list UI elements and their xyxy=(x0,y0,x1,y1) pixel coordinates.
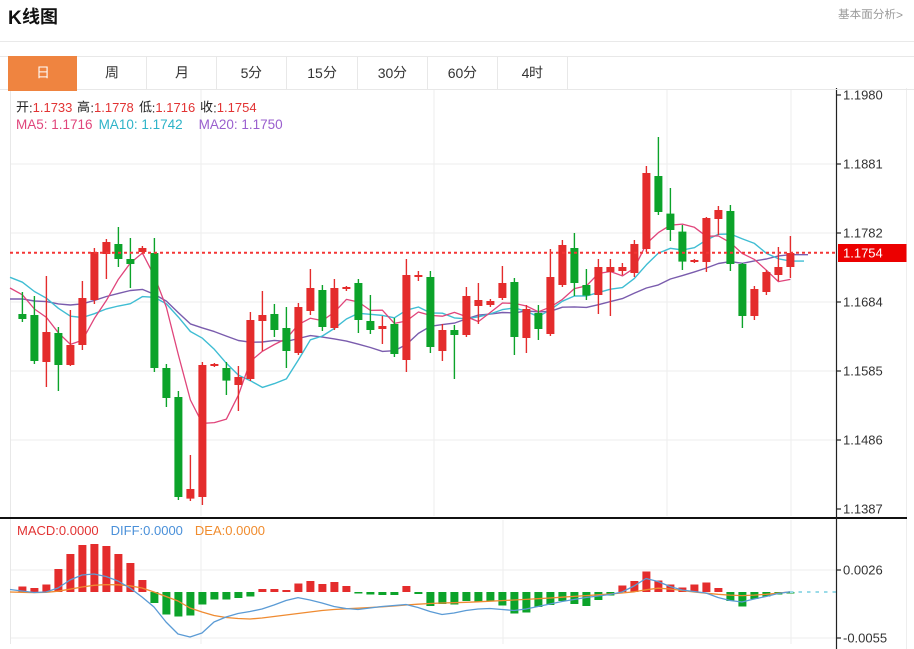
svg-text:-0.0055: -0.0055 xyxy=(843,631,887,646)
svg-text:1.1754: 1.1754 xyxy=(843,246,883,261)
svg-text:1.1782: 1.1782 xyxy=(843,226,883,241)
svg-text:0.0026: 0.0026 xyxy=(843,563,883,578)
svg-text:1.1387: 1.1387 xyxy=(843,502,883,517)
svg-text:1.1684: 1.1684 xyxy=(843,295,883,310)
svg-text:1.1881: 1.1881 xyxy=(843,157,883,172)
svg-text:1.1585: 1.1585 xyxy=(843,364,883,379)
svg-text:1.1486: 1.1486 xyxy=(843,433,883,448)
svg-text:1.1980: 1.1980 xyxy=(843,88,883,103)
